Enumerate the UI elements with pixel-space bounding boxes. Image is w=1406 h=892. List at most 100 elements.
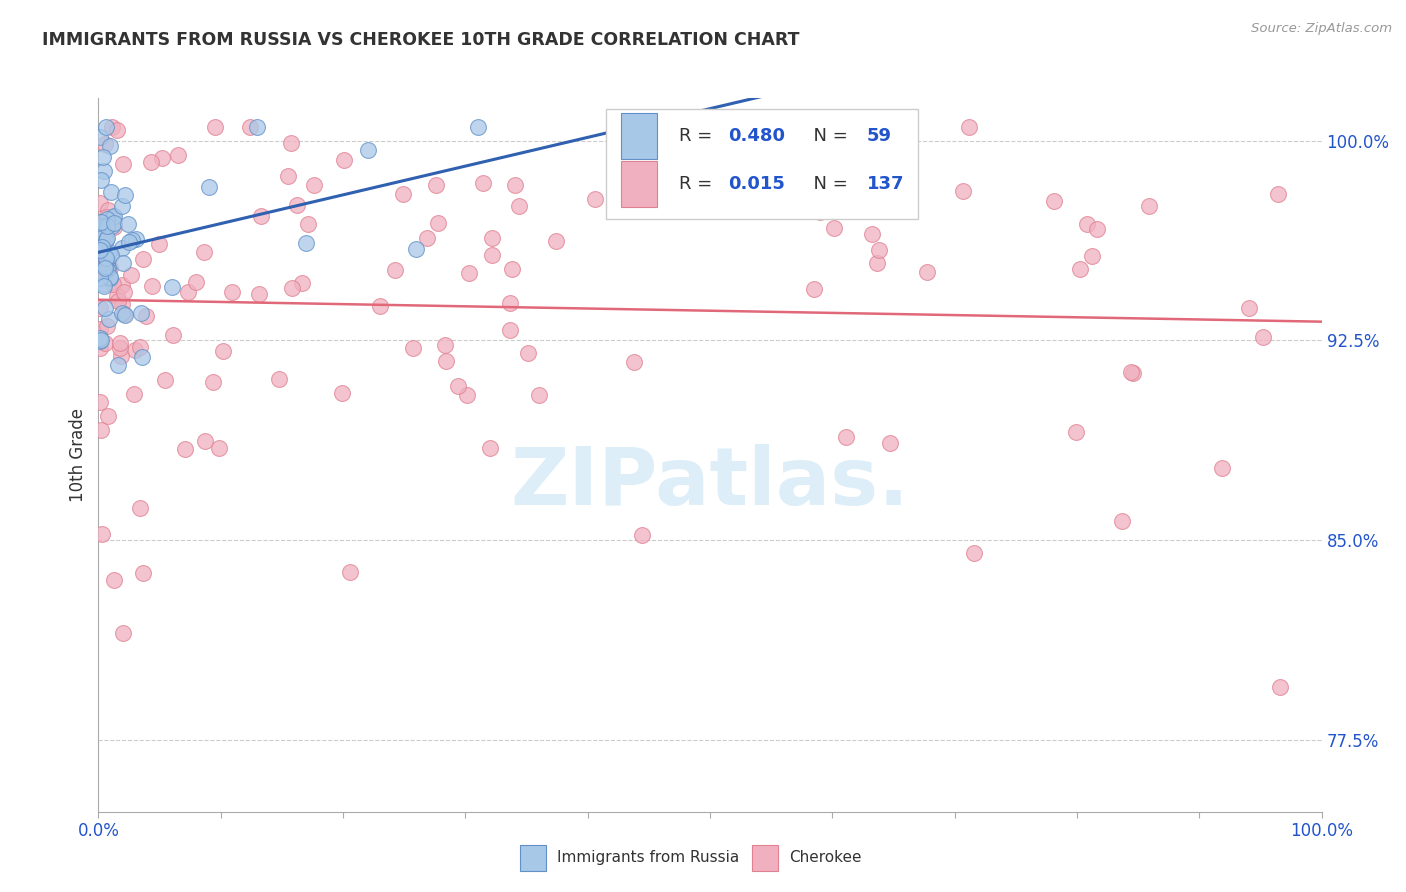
Point: [132, 252, 155, 266]
Point: [103, 209, 125, 223]
Point: [98, 244, 121, 259]
Point: [91, 219, 114, 234]
Point: [96, 219, 118, 234]
Point: [89, 130, 111, 145]
Text: Cherokee: Cherokee: [789, 850, 862, 864]
Point: [425, 178, 447, 193]
Point: [114, 187, 136, 202]
Point: [94, 233, 117, 247]
Text: Immigrants from Russia: Immigrants from Russia: [557, 850, 740, 864]
Point: [458, 266, 481, 280]
Point: [285, 198, 308, 212]
Point: [295, 236, 318, 251]
Point: [1267, 186, 1289, 201]
Point: [416, 231, 439, 245]
Point: [96, 252, 118, 267]
Point: [89, 196, 111, 211]
Point: [879, 435, 901, 450]
Point: [132, 566, 155, 581]
Point: [141, 279, 163, 293]
Point: [1122, 366, 1144, 380]
Point: [212, 343, 235, 358]
Point: [128, 340, 150, 354]
Point: [112, 255, 135, 269]
Point: [297, 217, 319, 231]
Point: [1251, 330, 1274, 344]
Point: [583, 192, 606, 206]
Point: [90, 240, 112, 254]
Point: [498, 295, 520, 310]
Point: [107, 293, 129, 308]
Point: [93, 260, 115, 275]
Text: R =: R =: [679, 127, 718, 145]
Point: [1111, 514, 1133, 528]
Point: [148, 236, 170, 251]
Point: [96, 254, 118, 268]
Point: [94, 336, 117, 351]
Point: [97, 261, 120, 276]
Text: 137: 137: [866, 175, 904, 193]
Point: [1268, 680, 1291, 694]
Point: [111, 157, 134, 171]
Text: IMMIGRANTS FROM RUSSIA VS CHEROKEE 10TH GRADE CORRELATION CHART: IMMIGRANTS FROM RUSSIA VS CHEROKEE 10TH …: [42, 31, 800, 49]
Point: [89, 252, 111, 266]
Point: [103, 210, 125, 224]
Point: [184, 275, 207, 289]
Point: [110, 336, 132, 351]
Point: [111, 305, 134, 319]
Point: [93, 164, 115, 178]
Point: [1076, 217, 1098, 231]
Point: [368, 299, 391, 313]
Point: [90, 333, 112, 347]
Point: [89, 271, 111, 285]
Point: [91, 150, 114, 164]
Point: [392, 186, 415, 201]
Point: [111, 626, 134, 640]
Text: N =: N =: [801, 175, 853, 193]
Point: [267, 372, 290, 386]
Point: [94, 260, 117, 275]
Point: [125, 232, 148, 246]
Point: [97, 409, 120, 424]
Point: [467, 120, 489, 135]
Point: [623, 354, 645, 368]
Point: [499, 323, 522, 337]
Point: [94, 233, 117, 247]
Point: [98, 311, 121, 326]
Point: [160, 279, 183, 293]
Point: [98, 271, 121, 285]
Point: [100, 185, 122, 199]
Point: [433, 338, 456, 352]
Point: [101, 219, 124, 233]
Point: [89, 301, 111, 315]
Point: [107, 359, 129, 373]
Point: [204, 120, 226, 135]
Point: [94, 255, 117, 269]
Point: [1137, 198, 1160, 212]
Point: [823, 220, 845, 235]
FancyBboxPatch shape: [620, 112, 658, 159]
Point: [120, 268, 142, 282]
Point: [291, 276, 314, 290]
Point: [177, 285, 200, 299]
Text: R =: R =: [679, 175, 718, 193]
Point: [91, 235, 114, 250]
Text: 59: 59: [866, 127, 891, 145]
Point: [96, 212, 118, 227]
Point: [502, 262, 524, 277]
Text: ZIPatlas.: ZIPatlas.: [510, 444, 910, 523]
Point: [402, 341, 425, 355]
Point: [834, 430, 856, 444]
Point: [89, 243, 111, 257]
Point: [90, 527, 112, 541]
Y-axis label: 10th Grade: 10th Grade: [69, 408, 87, 502]
Point: [96, 262, 118, 277]
Point: [527, 387, 550, 401]
Point: [117, 217, 139, 231]
FancyBboxPatch shape: [606, 109, 918, 219]
Point: [631, 528, 654, 542]
Point: [111, 199, 134, 213]
Point: [118, 235, 141, 249]
Point: [1121, 365, 1143, 379]
FancyBboxPatch shape: [620, 161, 658, 207]
